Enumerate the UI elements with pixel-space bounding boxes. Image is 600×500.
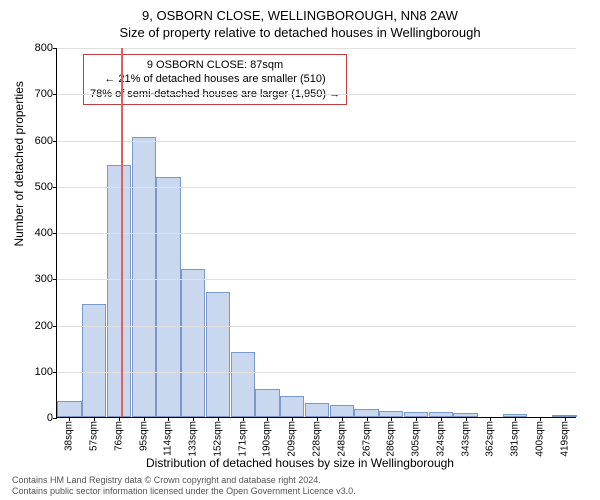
grid-line (57, 233, 576, 234)
x-tick-label: 57sqm (89, 421, 100, 451)
x-tick-mark (292, 417, 293, 421)
y-tick-mark (53, 372, 57, 373)
x-tick-mark (416, 417, 417, 421)
grid-line (57, 48, 576, 49)
x-tick-mark (168, 417, 169, 421)
bar (57, 401, 81, 417)
x-axis-label: Distribution of detached houses by size … (0, 456, 600, 470)
y-tick-label: 100 (35, 366, 53, 378)
y-axis-label: Number of detached properties (12, 81, 26, 246)
x-tick-mark (490, 417, 491, 421)
x-tick-label: 95sqm (138, 421, 149, 451)
x-tick-label: 286sqm (386, 421, 397, 457)
y-tick-mark (53, 418, 57, 419)
grid-line (57, 187, 576, 188)
x-tick-label: 38sqm (64, 421, 75, 451)
x-tick-label: 152sqm (212, 421, 223, 457)
bar (156, 177, 180, 418)
y-tick-mark (53, 233, 57, 234)
figure: 9, OSBORN CLOSE, WELLINGBOROUGH, NN8 2AW… (0, 0, 600, 500)
grid-line (57, 326, 576, 327)
bar (82, 304, 106, 417)
bar (107, 165, 131, 417)
x-tick-mark (540, 417, 541, 421)
y-tick-label: 700 (35, 88, 53, 100)
grid-line (57, 372, 576, 373)
annotation-line-2: ← 21% of detached houses are smaller (51… (90, 72, 340, 86)
y-tick-label: 500 (35, 181, 53, 193)
x-tick-label: 381sqm (510, 421, 521, 457)
bar (305, 403, 329, 417)
y-tick-mark (53, 326, 57, 327)
x-tick-label: 228sqm (312, 421, 323, 457)
bar (206, 292, 230, 417)
x-tick-mark (466, 417, 467, 421)
footer-line-2: Contains public sector information licen… (12, 486, 588, 497)
chart-plot-area: 9 OSBORN CLOSE: 87sqm ← 21% of detached … (56, 48, 576, 418)
x-tick-label: 171sqm (237, 421, 248, 457)
x-tick-label: 400sqm (534, 421, 545, 457)
x-tick-mark (515, 417, 516, 421)
y-tick-mark (53, 187, 57, 188)
x-tick-mark (342, 417, 343, 421)
y-tick-label: 200 (35, 320, 53, 332)
x-tick-mark (94, 417, 95, 421)
y-tick-label: 400 (35, 227, 53, 239)
title-line-1: 9, OSBORN CLOSE, WELLINGBOROUGH, NN8 2AW (12, 8, 588, 23)
bar (255, 389, 279, 417)
bar (354, 409, 378, 417)
bar (132, 137, 156, 417)
x-tick-mark (317, 417, 318, 421)
x-tick-mark (69, 417, 70, 421)
x-tick-label: 133sqm (188, 421, 199, 457)
x-tick-label: 209sqm (287, 421, 298, 457)
x-tick-mark (267, 417, 268, 421)
bar (231, 352, 255, 417)
y-tick-label: 800 (35, 42, 53, 54)
annotation-line-1: 9 OSBORN CLOSE: 87sqm (90, 58, 340, 72)
title-line-2: Size of property relative to detached ho… (12, 25, 588, 40)
x-tick-mark (243, 417, 244, 421)
x-tick-label: 419sqm (559, 421, 570, 457)
x-tick-label: 305sqm (411, 421, 422, 457)
y-tick-mark (53, 141, 57, 142)
x-tick-mark (391, 417, 392, 421)
x-tick-label: 76sqm (113, 421, 124, 451)
grid-line (57, 94, 576, 95)
x-tick-mark (367, 417, 368, 421)
y-tick-mark (53, 94, 57, 95)
bar (280, 396, 304, 417)
bar (181, 269, 205, 417)
y-tick-mark (53, 48, 57, 49)
x-tick-label: 267sqm (361, 421, 372, 457)
x-tick-label: 190sqm (262, 421, 273, 457)
y-tick-label: 300 (35, 273, 53, 285)
x-tick-mark (193, 417, 194, 421)
y-tick-label: 600 (35, 135, 53, 147)
footer-line-1: Contains HM Land Registry data © Crown c… (12, 475, 588, 486)
x-tick-label: 362sqm (485, 421, 496, 457)
grid-line (57, 141, 576, 142)
bar (330, 405, 354, 417)
x-tick-label: 248sqm (336, 421, 347, 457)
x-tick-mark (144, 417, 145, 421)
grid-line (57, 279, 576, 280)
y-tick-mark (53, 279, 57, 280)
x-tick-label: 343sqm (460, 421, 471, 457)
reference-line (121, 48, 123, 417)
x-tick-label: 324sqm (435, 421, 446, 457)
footer: Contains HM Land Registry data © Crown c… (12, 475, 588, 497)
x-tick-mark (218, 417, 219, 421)
x-tick-mark (119, 417, 120, 421)
x-tick-label: 114sqm (163, 421, 174, 456)
x-tick-mark (441, 417, 442, 421)
x-tick-mark (565, 417, 566, 421)
